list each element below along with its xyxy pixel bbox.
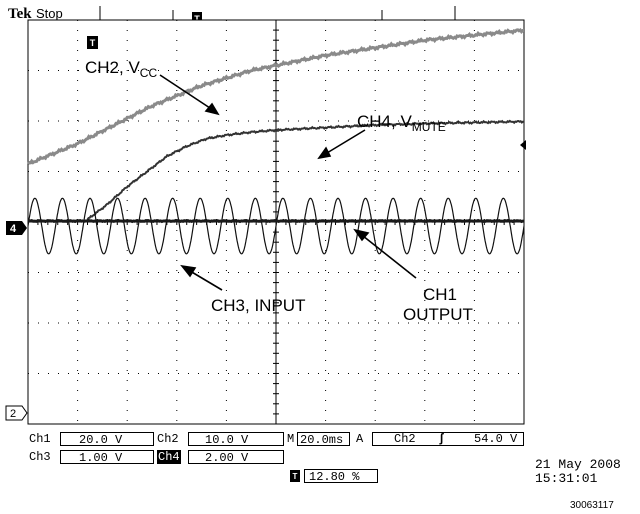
annotation-ch4: CH4, VMUTE [357, 112, 446, 134]
ch4-ground-marker: 4 [6, 221, 27, 235]
trigger-position-icon: T [87, 36, 98, 49]
time-readout: 15:31:01 [535, 471, 598, 486]
trigger-position-readout: 12.80 % [304, 469, 378, 484]
annotation-ch1-line2: OUTPUT [403, 305, 473, 324]
run-state-label: Stop [36, 6, 63, 21]
traces [26, 27, 525, 255]
svg-text:4: 4 [10, 223, 17, 235]
ch4-label: Ch4 [157, 450, 181, 464]
ch2-ground-marker: 2 [5, 405, 28, 421]
ch1-label: Ch1 [29, 432, 51, 446]
trace-ch3-input [27, 218, 524, 224]
trace-ch2-vcc [26, 27, 524, 165]
svg-text:2: 2 [10, 408, 16, 420]
trigger-source: Ch2 [394, 432, 416, 446]
trigger-readout [372, 432, 524, 446]
timebase-prefix: M [287, 432, 295, 446]
ch3-label: Ch3 [29, 450, 51, 464]
svg-text:T: T [293, 472, 298, 481]
svg-text:T: T [90, 38, 96, 48]
header-markers [99, 6, 456, 21]
annotation-ch2: CH2, VCC [85, 58, 157, 80]
trace-ch4-vmute [86, 119, 525, 221]
trigger-position-readout-icon: T [290, 470, 300, 482]
ch2-label: Ch2 [157, 432, 179, 446]
annotation-ch1-line1: CH1 [423, 285, 457, 304]
trigger-level: 54.0 V [474, 432, 518, 446]
ch3-scale-readout: 1.00 V [60, 450, 154, 465]
ch4-scale-readout: 2.00 V [188, 450, 284, 465]
brand-label: Tek [8, 6, 32, 22]
trace-ch1-output [27, 197, 525, 255]
trigger-window-marker-icon: T [192, 12, 202, 25]
ch1-scale-readout: 20.0 V [60, 432, 154, 447]
trigger-slope-icon: ʃ [438, 432, 446, 446]
annotation-arrows [159, 74, 417, 291]
trigger-level-arrow-icon [520, 140, 526, 150]
ch2-scale-readout: 10.0 V [188, 432, 284, 447]
annotation-ch3: CH3, INPUT [211, 296, 305, 315]
figure-id: 30063117 [570, 500, 614, 511]
svg-text:T: T [194, 14, 200, 24]
date-readout: 21 May 2008 [535, 457, 621, 472]
timebase-readout: 20.0ms [297, 432, 350, 447]
trigger-mode-label: A [356, 432, 364, 446]
